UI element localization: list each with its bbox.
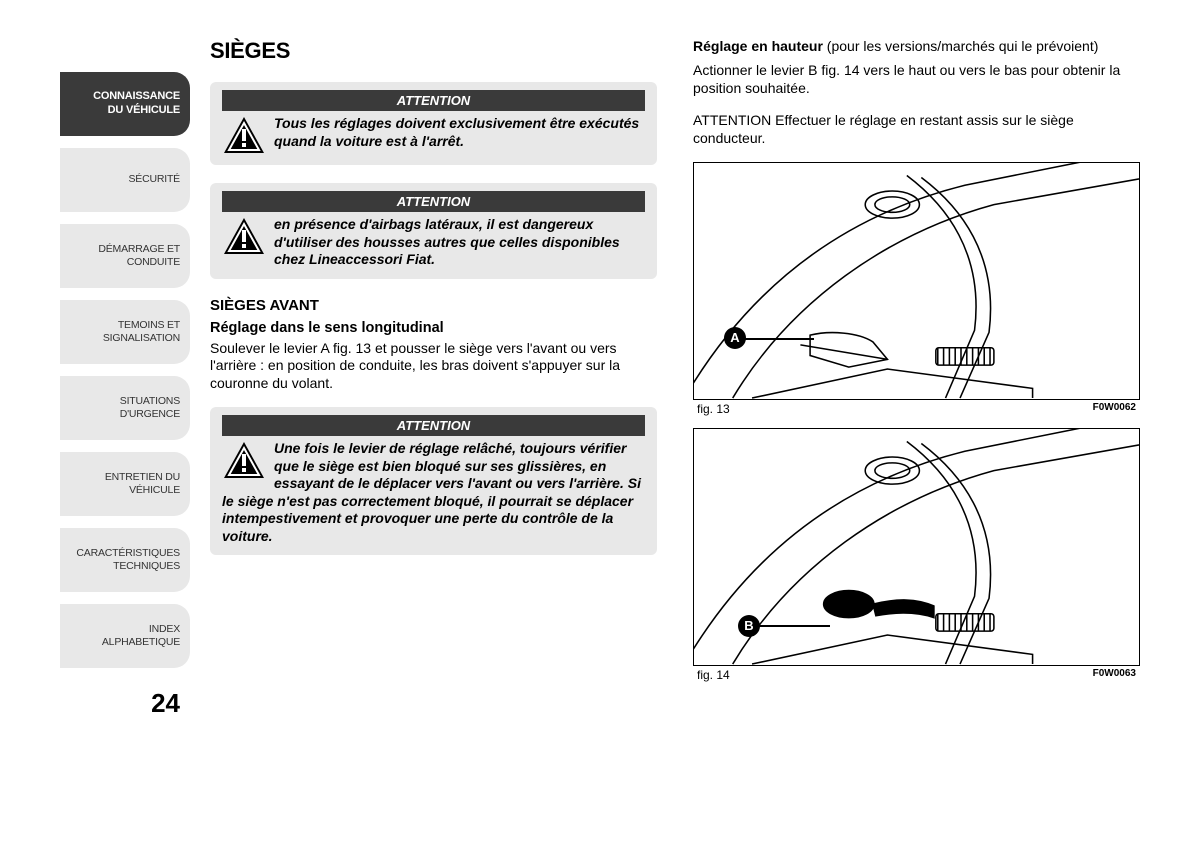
sidebar-tab-securite[interactable]: SÉCURITÉ xyxy=(60,148,190,212)
fig-caption-code: F0W0063 xyxy=(1093,668,1136,682)
page-container: CONNAISSANCE DU VÉHICULE SÉCURITÉ DÉMARR… xyxy=(60,38,1140,808)
attention-header: ATTENTION xyxy=(222,191,645,212)
attention-body: Tous les réglages doivent exclusivement … xyxy=(222,115,645,150)
tab-line2: CONDUITE xyxy=(127,256,180,269)
warning-triangle-icon xyxy=(222,115,266,155)
tab-line1: SÉCURITÉ xyxy=(129,173,181,186)
tab-line2: ALPHABETIQUE xyxy=(102,636,180,649)
attention-box-2: ATTENTION en présence d'airbags latéraux… xyxy=(210,183,657,279)
seat-lever-b-illustration xyxy=(694,429,1139,665)
figure-label-a: A xyxy=(724,327,746,349)
sidebar-tab-connaissance[interactable]: CONNAISSANCE DU VÉHICULE xyxy=(60,72,190,136)
tab-line1: CARACTÉRISTIQUES xyxy=(76,547,180,560)
paragraph: Actionner le levier B fig. 14 vers le ha… xyxy=(693,62,1140,98)
tab-line1: TEMOINS ET xyxy=(118,319,180,332)
sidebar-tab-situations[interactable]: SITUATIONS D'URGENCE xyxy=(60,376,190,440)
page-number: 24 xyxy=(60,688,190,719)
figure-label-b: B xyxy=(738,615,760,637)
warning-triangle-icon xyxy=(222,440,266,480)
attention-text: en présence d'airbags latéraux, il est d… xyxy=(274,216,620,267)
fig-caption-code: F0W0062 xyxy=(1093,402,1136,416)
subheading-bold: Réglage en hauteur xyxy=(693,38,823,54)
content-area: SIÈGES ATTENTION Tous les réglages doive… xyxy=(190,38,1140,808)
figure-13: A xyxy=(693,162,1140,400)
subheading-line: Réglage en hauteur (pour les versions/ma… xyxy=(693,38,1140,56)
page-title: SIÈGES xyxy=(210,38,657,64)
tab-line2: VÉHICULE xyxy=(129,484,180,497)
tab-line1: DÉMARRAGE ET xyxy=(98,243,180,256)
label-leader-line xyxy=(744,338,814,340)
attention-header: ATTENTION xyxy=(222,415,645,436)
attention-header: ATTENTION xyxy=(222,90,645,111)
figure-14: B xyxy=(693,428,1140,666)
figure-13-caption: fig. 13 F0W0062 xyxy=(693,402,1140,416)
attention-text: Une fois le levier de réglage relâché, t… xyxy=(222,440,641,544)
tab-line1: INDEX xyxy=(149,623,180,636)
paragraph: Soulever le levier A fig. 13 et pousser … xyxy=(210,340,657,394)
right-column: Réglage en hauteur (pour les versions/ma… xyxy=(693,38,1140,808)
figure-14-caption: fig. 14 F0W0063 xyxy=(693,668,1140,682)
left-column: SIÈGES ATTENTION Tous les réglages doive… xyxy=(210,38,657,808)
sidebar-tab-caracteristiques[interactable]: CARACTÉRISTIQUES TECHNIQUES xyxy=(60,528,190,592)
sidebar-tab-demarrage[interactable]: DÉMARRAGE ET CONDUITE xyxy=(60,224,190,288)
seat-lever-a-illustration xyxy=(694,163,1139,399)
tab-line2: DU VÉHICULE xyxy=(108,104,180,118)
sidebar: CONNAISSANCE DU VÉHICULE SÉCURITÉ DÉMARR… xyxy=(60,38,190,808)
warning-triangle-icon xyxy=(222,216,266,256)
fig-caption-left: fig. 13 xyxy=(697,402,730,416)
attention-box-1: ATTENTION Tous les réglages doivent excl… xyxy=(210,82,657,165)
tab-line1: CONNAISSANCE xyxy=(93,90,180,104)
subheading-paren: (pour les versions/marchés qui le prévoi… xyxy=(823,38,1098,54)
attention-body: en présence d'airbags latéraux, il est d… xyxy=(222,216,645,269)
attention-box-3: ATTENTION Une fois le levier de réglage … xyxy=(210,407,657,555)
section-heading: SIÈGES AVANT xyxy=(210,297,657,314)
tab-line2: TECHNIQUES xyxy=(113,560,180,573)
attention-body: Une fois le levier de réglage relâché, t… xyxy=(222,440,645,545)
subsection-heading: Réglage dans le sens longitudinal xyxy=(210,320,657,336)
sidebar-tab-temoins[interactable]: TEMOINS ET SIGNALISATION xyxy=(60,300,190,364)
fig-caption-left: fig. 14 xyxy=(697,668,730,682)
label-leader-line xyxy=(758,625,830,627)
attention-text: Tous les réglages doivent exclusivement … xyxy=(274,115,639,149)
paragraph: ATTENTION Effectuer le réglage en restan… xyxy=(693,112,1140,148)
sidebar-tab-entretien[interactable]: ENTRETIEN DU VÉHICULE xyxy=(60,452,190,516)
tab-line1: SITUATIONS xyxy=(120,395,180,408)
tab-line2: D'URGENCE xyxy=(120,408,180,421)
tab-line2: SIGNALISATION xyxy=(103,332,180,345)
tab-line1: ENTRETIEN DU xyxy=(105,471,180,484)
sidebar-tab-index[interactable]: INDEX ALPHABETIQUE xyxy=(60,604,190,668)
